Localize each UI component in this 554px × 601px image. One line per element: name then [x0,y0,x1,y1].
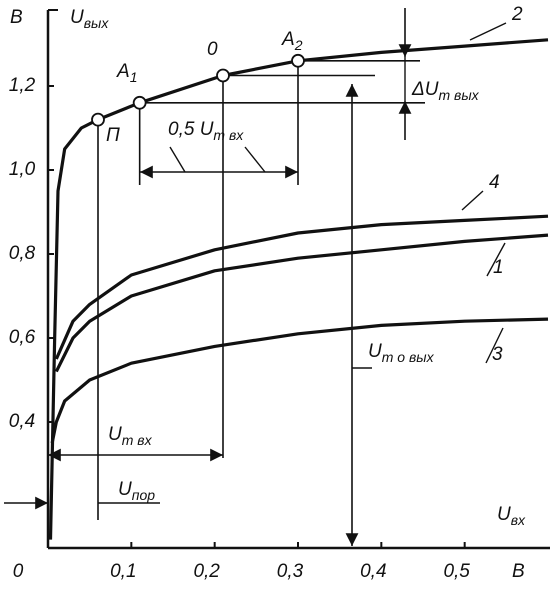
legend-label: 3 [492,344,503,365]
annotation-main: 0,5 U [168,119,214,140]
operating-point [291,53,305,68]
point-label-main: 0 [207,39,218,60]
annotation: Uпор [118,479,155,503]
y-tick-label: 0,6 [9,327,36,348]
y-tick-label: 0,4 [9,411,35,432]
legend-label: 1 [493,257,504,278]
x-tick-label: 0,3 [277,561,304,582]
curve [50,317,549,444]
legend-leader [485,327,504,364]
point-label: A2 [281,29,303,53]
annotation: Um o вых [368,341,435,365]
y-tick-label: 1,2 [9,75,36,96]
leader [244,146,266,173]
annotation-main: U [118,479,132,500]
y-tick-label: 1,0 [9,159,36,180]
y-tick-label: 0,8 [9,243,36,264]
point-label: 0 [207,39,218,60]
annotation-sub: вых [84,15,110,31]
annotation-sub: пор [132,487,155,503]
curve [54,233,549,373]
annotation-main: В [512,561,525,582]
point-label-main: П [106,125,120,146]
x-tick-label: 0 [13,561,24,582]
x-tick-label: 0,5 [443,561,470,582]
operating-point [132,95,147,110]
annotation-main: U [70,7,84,28]
curve [48,38,549,540]
annotation-main: ΔU [411,79,439,100]
curve [54,214,549,360]
annotation: 0,5 Um вх [168,119,244,143]
point-label-sub: 1 [130,69,138,85]
leader [169,146,186,173]
annotation-main: U [497,504,511,525]
annotation-main: U [108,424,122,445]
point-label-main: A [116,61,130,82]
legend-leader [461,190,484,211]
legend-label: 4 [489,172,500,193]
annotation-sub: вх [511,512,526,528]
annotation: В [512,561,525,582]
x-tick-label: 0,1 [110,561,136,582]
operating-point [216,68,230,83]
x-tick-label: 0,2 [193,561,220,582]
annotation: ΔUm вых [411,79,480,103]
annotation-main: В [10,7,23,28]
annotation-main: U [368,341,382,362]
annotation: Uвых [70,7,109,31]
legend-leader [486,242,506,277]
dimension-lines [4,8,412,546]
x-tick-label: 0,4 [360,561,386,582]
annotation-sub: m вых [438,87,479,103]
annotation: В [10,7,23,28]
operating-point [91,112,105,127]
point-label: A1 [116,61,137,85]
annotation-sub: m o вых [382,349,435,365]
annotation-sub: m вх [122,432,153,448]
legend-leader [469,22,507,41]
annotation-sub: m вх [213,127,244,143]
annotation: Um вх [108,424,153,448]
annotation: Uвх [497,504,526,528]
point-label: П [106,125,120,146]
legend-label: 2 [511,4,523,25]
point-label-sub: 2 [294,37,303,53]
point-label-main: A [281,29,295,50]
